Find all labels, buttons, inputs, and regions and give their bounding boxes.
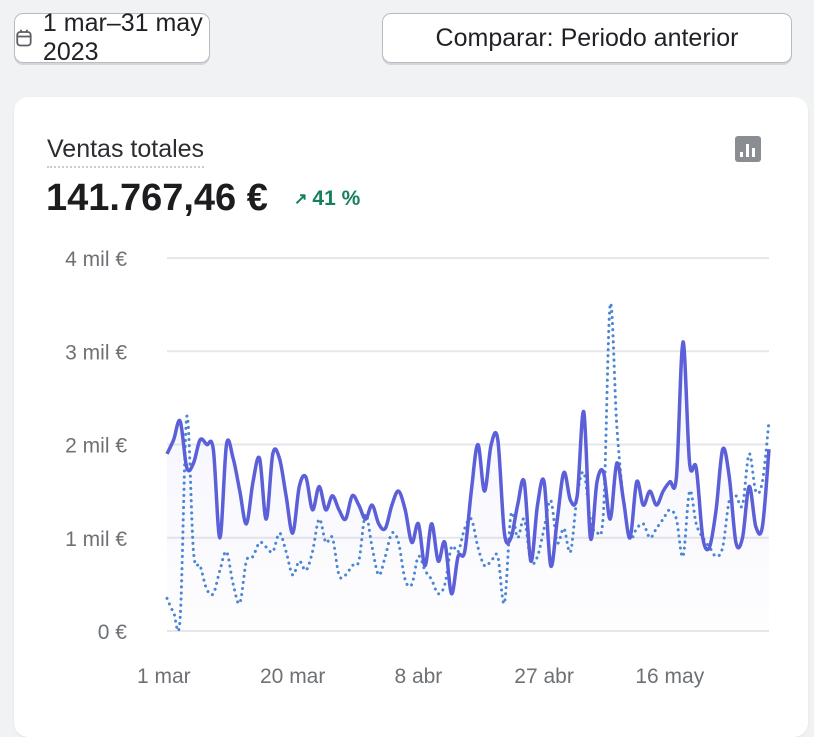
metric-title[interactable]: Ventas totales: [47, 135, 205, 168]
y-tick-label: 2 mil €: [65, 435, 127, 458]
arrow-up-right-icon: ↗: [294, 191, 308, 208]
date-range-button[interactable]: 1 mar–31 may 2023: [14, 9, 210, 66]
delta-value: 41 %: [312, 187, 361, 210]
sales-chart: 0 € 1 mil € 2 mil € 3 mil € 4 mil € 1 mar 20 m…: [65, 248, 771, 688]
x-tick-label: 27 abr: [514, 665, 574, 688]
y-tick-label: 4 mil €: [65, 248, 127, 271]
calendar-icon: [16, 29, 32, 47]
compare-button[interactable]: Comparar: Periodo anterior: [382, 13, 792, 63]
x-tick-label: 8 abr: [394, 665, 442, 688]
x-tick-label: 20 mar: [260, 665, 325, 688]
metric-delta: ↗ 41 %: [294, 187, 360, 211]
y-tick-label: 3 mil €: [65, 341, 127, 364]
series-previous-line: [165, 301, 771, 633]
bar-chart-icon[interactable]: [735, 136, 761, 162]
current-area: [167, 341, 769, 631]
series-current-line: [165, 340, 771, 596]
y-tick-label: 1 mil €: [65, 528, 127, 551]
x-tick-label: 1 mar: [137, 665, 191, 688]
x-tick-label: 16 may: [635, 665, 704, 688]
metric-total: 141.767,46 €: [46, 177, 268, 219]
date-range-label: 1 mar–31 may 2023: [42, 9, 203, 66]
y-tick-label: 0 €: [98, 621, 128, 644]
compare-label: Comparar: Periodo anterior: [435, 23, 739, 52]
